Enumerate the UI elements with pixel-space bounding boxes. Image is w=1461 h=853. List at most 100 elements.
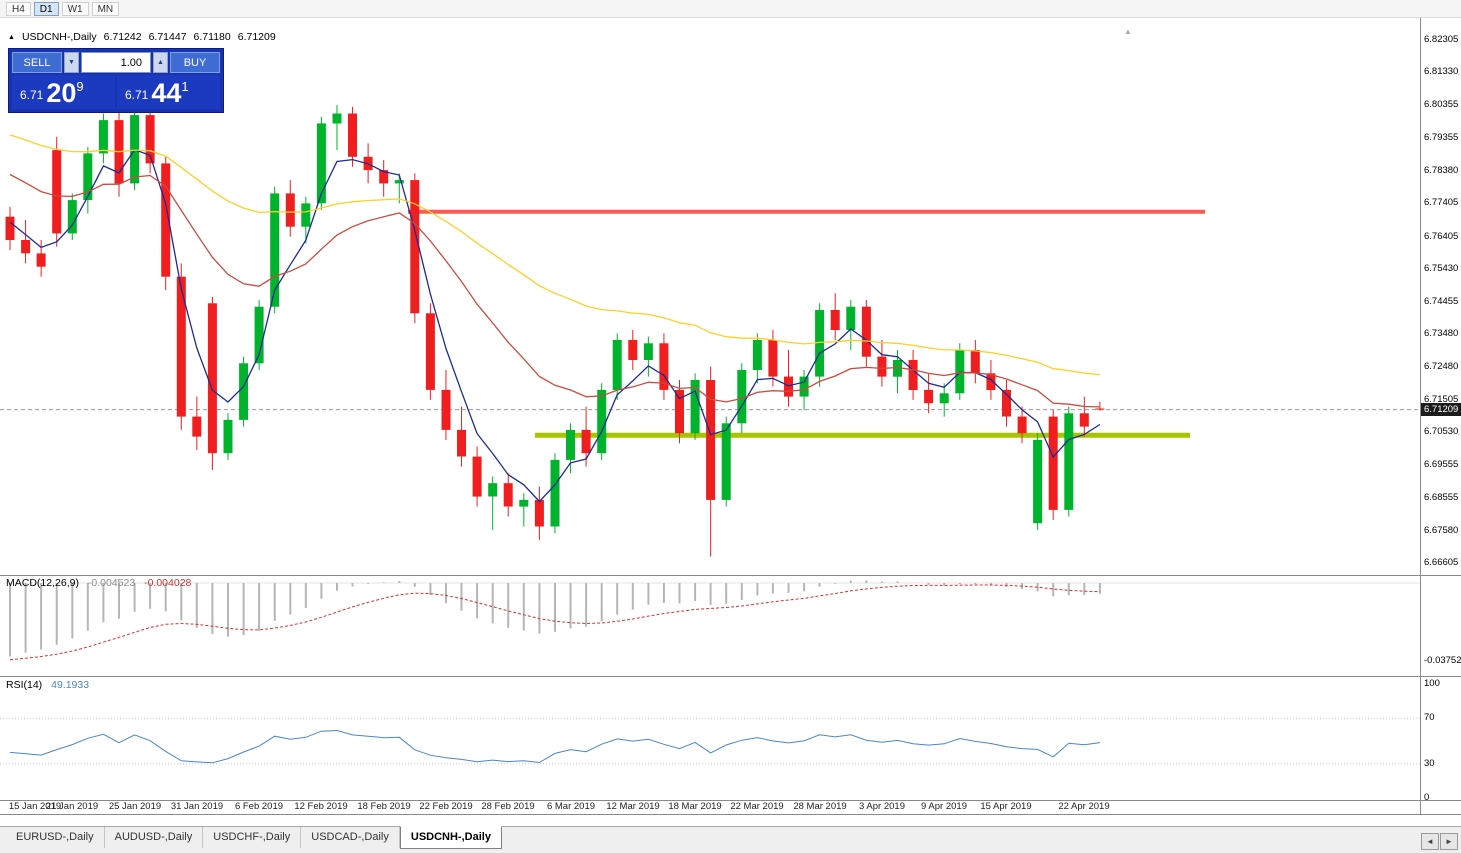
rsi-panel-divider (0, 676, 1461, 677)
date-axis-label: 31 Jan 2019 (170, 801, 224, 812)
chart-bottom-border (0, 814, 1461, 815)
date-axis-label: 28 Mar 2019 (793, 801, 847, 812)
timeframe-toolbar: H4 D1 W1 MN (0, 0, 1461, 18)
timeframe-w1-button[interactable]: W1 (61, 1, 89, 16)
tab-eurusd-daily[interactable]: EURUSD-,Daily (6, 827, 105, 848)
date-axis-label: 15 Jan 2019 (8, 801, 62, 812)
price-axis-label: 6.82305 (1424, 34, 1459, 45)
rsi-level-label: 0 (1424, 792, 1430, 803)
chart-shift-marker-icon[interactable]: ▲ (1124, 27, 1132, 36)
close-value: 6.71209 (237, 31, 276, 43)
volume-increase-button[interactable]: ▲ (153, 52, 168, 73)
macd-scale-label: -0.037529 (1424, 655, 1461, 666)
price-axis-label: 6.78380 (1424, 165, 1459, 176)
price-axis-label: 6.66605 (1424, 557, 1459, 568)
slow-ma-line[interactable] (9, 134, 1100, 376)
date-axis-label: 18 Mar 2019 (668, 801, 722, 812)
date-axis-label: 15 Apr 2019 (980, 801, 1032, 812)
date-axis-label: 22 Mar 2019 (730, 801, 784, 812)
current-price-tag: 6.71209 (1421, 403, 1461, 416)
ohlc-header: ▲ USDCNH-,Daily 6.71242 6.71447 6.71180 … (8, 31, 276, 43)
price-axis-label: 6.68555 (1424, 492, 1459, 503)
date-axis-label: 28 Feb 2019 (481, 801, 535, 812)
price-axis-label: 6.75430 (1424, 263, 1459, 274)
date-axis-label: 22 Apr 2019 (1058, 801, 1110, 812)
sell-quote-panel[interactable]: 6.71 20 9 (12, 75, 115, 109)
macd-panel-divider (0, 575, 1461, 576)
open-value: 6.71242 (103, 31, 142, 43)
buy-quote-panel[interactable]: 6.71 44 1 (117, 75, 220, 109)
fast-ma-line[interactable] (9, 149, 1101, 503)
price-axis-label: 6.80355 (1424, 99, 1459, 110)
volume-input[interactable] (81, 52, 151, 73)
price-axis-label: 6.70530 (1424, 426, 1459, 437)
rsi-level-label: 100 (1424, 678, 1440, 689)
buy-price-pipette: 1 (181, 79, 189, 94)
timeframe-mn-button[interactable]: MN (91, 1, 120, 16)
price-axis-label: 6.79355 (1424, 132, 1459, 143)
price-axis-label: 6.74455 (1424, 296, 1459, 307)
date-axis-label: 18 Feb 2019 (357, 801, 411, 812)
chart-tabbar: EURUSD-,Daily AUDUSD-,Daily USDCHF-,Dail… (0, 826, 1461, 853)
date-axis-label: 6 Feb 2019 (234, 801, 284, 812)
price-axis-label: 6.69555 (1424, 459, 1459, 470)
volume-decrease-button[interactable]: ▼ (64, 52, 79, 73)
rsi-level-label: 30 (1424, 758, 1435, 769)
collapse-triangle-icon[interactable]: ▲ (8, 33, 15, 41)
date-axis-label: 3 Apr 2019 (859, 801, 905, 812)
tab-usdchf-daily[interactable]: USDCHF-,Daily (203, 827, 302, 848)
sell-price-pipette: 9 (76, 79, 84, 94)
price-axis-label: 6.71505 (1424, 394, 1459, 405)
rsi-line (9, 729, 1100, 764)
buy-button[interactable]: BUY (170, 52, 220, 73)
tab-usdcad-daily[interactable]: USDCAD-,Daily (301, 827, 400, 848)
date-axis[interactable]: 15 Jan 2019 21 Jan 2019 25 Jan 2019 31 Jan … (0, 800, 1420, 814)
date-axis-label: 21 Jan 2019 (45, 801, 99, 812)
price-chart[interactable] (0, 18, 1420, 575)
macd-signal-value: -0.004028 (144, 577, 192, 589)
macd-signal-line (9, 584, 1100, 661)
timeframe-h4-button[interactable]: H4 (6, 1, 31, 16)
rsi-level-label: 70 (1424, 712, 1435, 723)
date-axis-label: 9 Apr 2019 (921, 801, 967, 812)
macd-indicator-label: MACD(12,26,9) -0.004523 -0.004028 (6, 577, 197, 589)
price-axis-divider (1420, 18, 1421, 814)
sell-price-big: 20 (46, 78, 77, 108)
date-axis-divider (0, 800, 1461, 801)
date-axis-label: 12 Mar 2019 (606, 801, 660, 812)
low-value: 6.71180 (193, 31, 231, 43)
medium-ma-line[interactable] (9, 173, 1100, 408)
date-axis-label: 12 Feb 2019 (294, 801, 348, 812)
price-axis[interactable]: 6.82305 6.81330 6.80355 6.79355 6.78380 6.774… (1421, 18, 1461, 814)
macd-main-value: -0.004523 (87, 577, 136, 589)
macd-name: MACD(12,26,9) (6, 577, 79, 589)
tab-audusd-daily[interactable]: AUDUSD-,Daily (105, 827, 204, 848)
sell-price-prefix: 6.71 (20, 88, 44, 102)
timeframe-d1-button[interactable]: D1 (33, 1, 59, 16)
price-axis-label: 6.81330 (1424, 66, 1459, 77)
date-axis-label: 22 Feb 2019 (419, 801, 473, 812)
high-value: 6.71447 (148, 31, 187, 43)
sell-button[interactable]: SELL (12, 52, 62, 73)
date-axis-label: 25 Jan 2019 (108, 801, 162, 812)
price-axis-label: 6.77405 (1424, 197, 1459, 208)
tab-scroll-buttons: ◄ ► (1421, 833, 1458, 850)
date-axis-label: 6 Mar 2019 (546, 801, 596, 812)
price-axis-label: 6.73480 (1424, 328, 1459, 339)
tab-scroll-left-icon[interactable]: ◄ (1421, 833, 1439, 850)
rsi-chart[interactable] (0, 676, 1420, 800)
rsi-name: RSI(14) (6, 679, 43, 691)
chart-symbol-label: USDCNH-,Daily (21, 31, 97, 43)
candles (5, 105, 1105, 557)
one-click-trading-widget: SELL ▼ ▲ BUY 6.71 20 9 6.71 44 1 (8, 48, 224, 113)
tab-scroll-right-icon[interactable]: ► (1440, 833, 1458, 850)
macd-histogram (9, 580, 1101, 657)
price-axis-label: 6.67580 (1424, 525, 1459, 536)
buy-price-prefix: 6.71 (125, 88, 149, 102)
macd-chart[interactable] (0, 575, 1420, 676)
rsi-indicator-label: RSI(14) 49.1933 (6, 679, 95, 691)
price-axis-label: 6.72480 (1424, 361, 1459, 372)
tab-usdcnh-daily[interactable]: USDCNH-,Daily (399, 826, 502, 849)
rsi-value: 49.1933 (51, 679, 90, 691)
